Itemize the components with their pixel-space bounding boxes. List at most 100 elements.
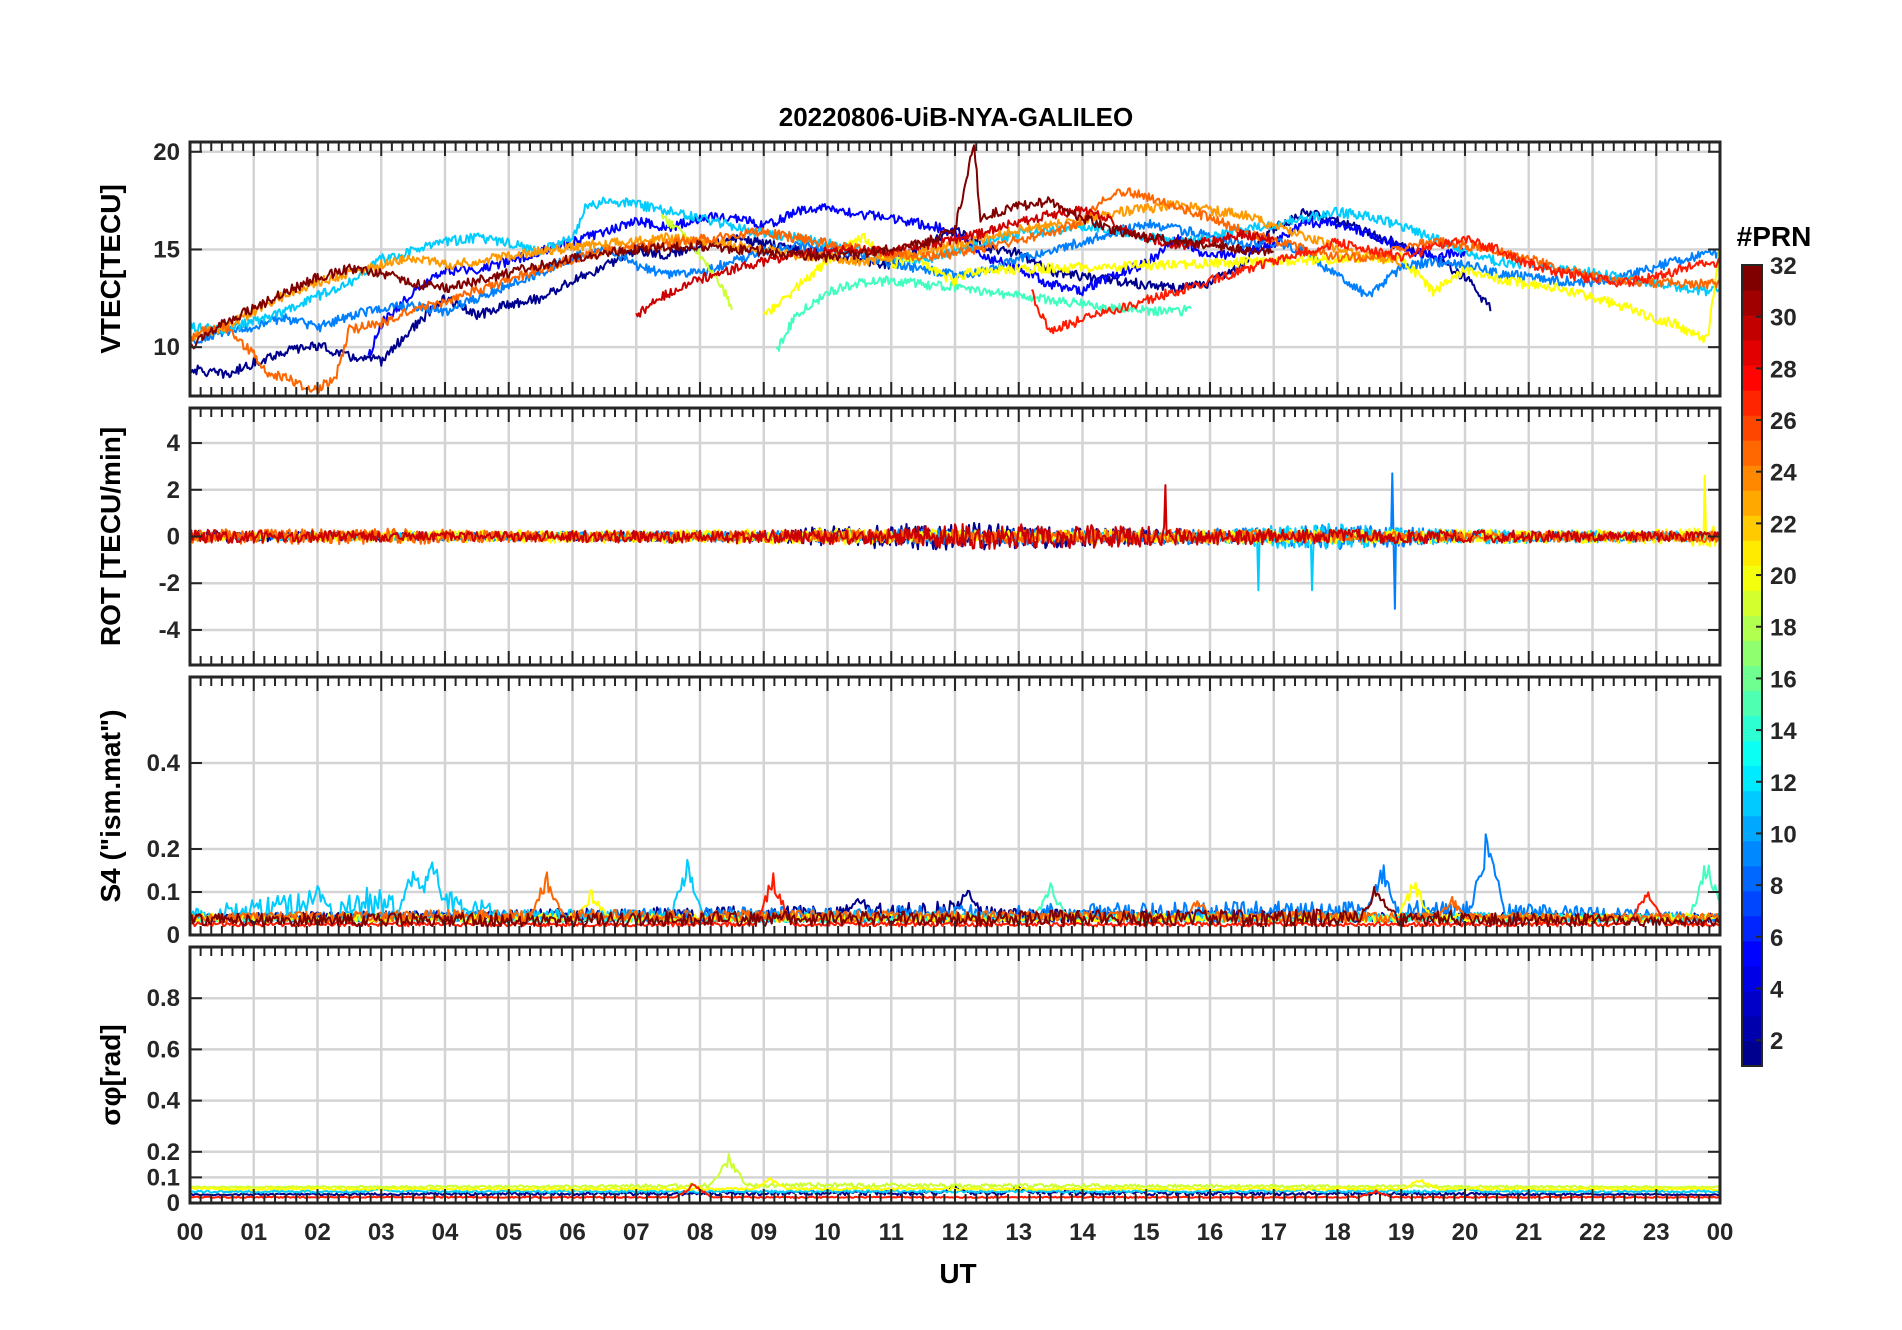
colorbar-segment (1742, 1015, 1762, 1042)
colorbar-tick-label: 28 (1770, 356, 1797, 383)
series-group (190, 472, 1720, 610)
y-tick-label: 0.4 (147, 750, 181, 777)
y-tick-label: 2 (167, 477, 180, 504)
y-tick-label: 0.8 (147, 985, 180, 1012)
panel-vtec: 10 15 20 VTEC[TECU] (95, 139, 1722, 398)
y-tick-label: 20 (153, 139, 180, 166)
colorbar-title: #PRN (1737, 221, 1812, 252)
x-tick-label: 02 (304, 1219, 331, 1246)
x-tick-label: 04 (432, 1219, 459, 1246)
colorbar-segment (1742, 665, 1762, 692)
colorbar-tick-label: 26 (1770, 408, 1797, 435)
series-prn-32 (190, 886, 1720, 928)
colorbar-segment (1742, 640, 1762, 666)
y-axis-title: σφ[rad] (95, 1024, 126, 1125)
series-prn-25 (190, 187, 1720, 394)
colorbar-tick-label: 20 (1770, 563, 1797, 590)
y-tick-label: -2 (159, 570, 180, 597)
x-tick-label: 18 (1324, 1219, 1351, 1246)
series-prn-19 (190, 1152, 1720, 1189)
colorbar-segment (1742, 440, 1762, 466)
colorbar-segment (1742, 465, 1762, 491)
colorbar-tick-label: 14 (1770, 718, 1797, 745)
x-tick-label: 19 (1388, 1219, 1415, 1246)
colorbar-tick-label: 6 (1770, 925, 1783, 952)
colorbar-segment (1742, 840, 1762, 867)
x-tick-label: 20 (1452, 1219, 1479, 1246)
series-prn-1 (190, 208, 1492, 379)
colorbar-tick-label: 10 (1770, 821, 1797, 848)
x-axis-title: UT (939, 1258, 976, 1289)
colorbar-segment (1742, 740, 1762, 767)
colorbar-tick-label: 22 (1770, 511, 1797, 538)
colorbar-segment (1742, 990, 1762, 1017)
colorbar-segment (1742, 915, 1762, 942)
x-tick-label: 06 (559, 1219, 586, 1246)
series-prn-19 (660, 213, 733, 311)
colorbar-tick-label: 18 (1770, 615, 1797, 642)
colorbar-segment (1742, 965, 1762, 992)
series-prn-32 (190, 144, 1274, 350)
x-tick-label: 23 (1643, 1219, 1670, 1246)
y-axis-title: ROT [TECU/min] (95, 427, 126, 646)
x-tick-label: 09 (750, 1219, 777, 1246)
y-tick-label: 0.2 (147, 836, 180, 863)
colorbar-segment (1742, 765, 1762, 792)
colorbar-segment (1742, 940, 1762, 967)
x-tick-label: 13 (1005, 1219, 1032, 1246)
x-tick-label: 21 (1515, 1219, 1542, 1246)
x-axis: 00 01 02 03 04 05 06 07 08 09 10 11 12 13 14 15 16 17 18 19… (177, 1219, 1734, 1246)
x-tick-label: 11 (879, 1219, 904, 1246)
colorbar-tick-label: 8 (1770, 873, 1783, 900)
y-tick-label: 0.2 (147, 1139, 180, 1166)
x-tick-label: 15 (1133, 1219, 1160, 1246)
y-tick-label: 0.6 (147, 1036, 180, 1063)
x-tick-label: 16 (1197, 1219, 1224, 1246)
x-tick-label: 00 (177, 1219, 204, 1246)
x-tick-label: 10 (814, 1219, 841, 1246)
y-tick-label: 15 (153, 236, 180, 263)
colorbar-segment (1742, 540, 1762, 566)
y-tick-label: 0 (167, 922, 180, 949)
colorbar-segment (1742, 890, 1762, 917)
x-tick-label: 05 (495, 1219, 522, 1246)
x-tick-label: 14 (1069, 1219, 1096, 1246)
colorbar-frame (1741, 264, 1763, 1067)
y-axis-title: VTEC[TECU] (95, 184, 126, 354)
series-prn-28 (1030, 235, 1720, 335)
colorbar-tick-label: 24 (1770, 460, 1797, 487)
y-tick-label: -4 (159, 617, 181, 644)
x-tick-label: 00 (1707, 1219, 1734, 1246)
series-prn-30 (190, 484, 1720, 550)
colorbar-segment (1742, 340, 1762, 366)
colorbar-segment (1742, 315, 1762, 341)
colorbar-segment (1742, 265, 1762, 291)
colorbar-tick-label: 32 (1770, 253, 1797, 280)
panel-s4: 0 0.1 0.2 0.4 S4 ("ism.mat") (95, 675, 1722, 949)
colorbar-segment (1742, 790, 1762, 817)
y-tick-label: 0 (167, 1190, 180, 1217)
series-group (190, 144, 1720, 394)
y-tick-label: 4 (167, 430, 181, 457)
x-tick-label: 01 (240, 1219, 267, 1246)
colorbar-segment (1742, 715, 1762, 742)
colorbar-segment (1742, 390, 1762, 416)
colorbar-segment (1742, 415, 1762, 441)
colorbar-tick-label: 4 (1770, 976, 1784, 1003)
y-tick-label: 0.1 (147, 1164, 180, 1191)
colorbar-segment (1742, 690, 1762, 717)
x-tick-label: 12 (942, 1219, 969, 1246)
series-prn-21 (763, 232, 1720, 344)
y-tick-label: 0 (167, 524, 180, 551)
x-tick-label: 17 (1260, 1219, 1287, 1246)
colorbar-tick-label: 16 (1770, 666, 1797, 693)
colorbar-tick-label: 12 (1770, 770, 1797, 797)
colorbar-segment (1742, 565, 1762, 591)
colorbar-segment (1742, 1040, 1762, 1067)
x-tick-label: 03 (368, 1219, 395, 1246)
colorbar-segment (1742, 815, 1762, 842)
y-tick-label: 0.1 (147, 879, 180, 906)
